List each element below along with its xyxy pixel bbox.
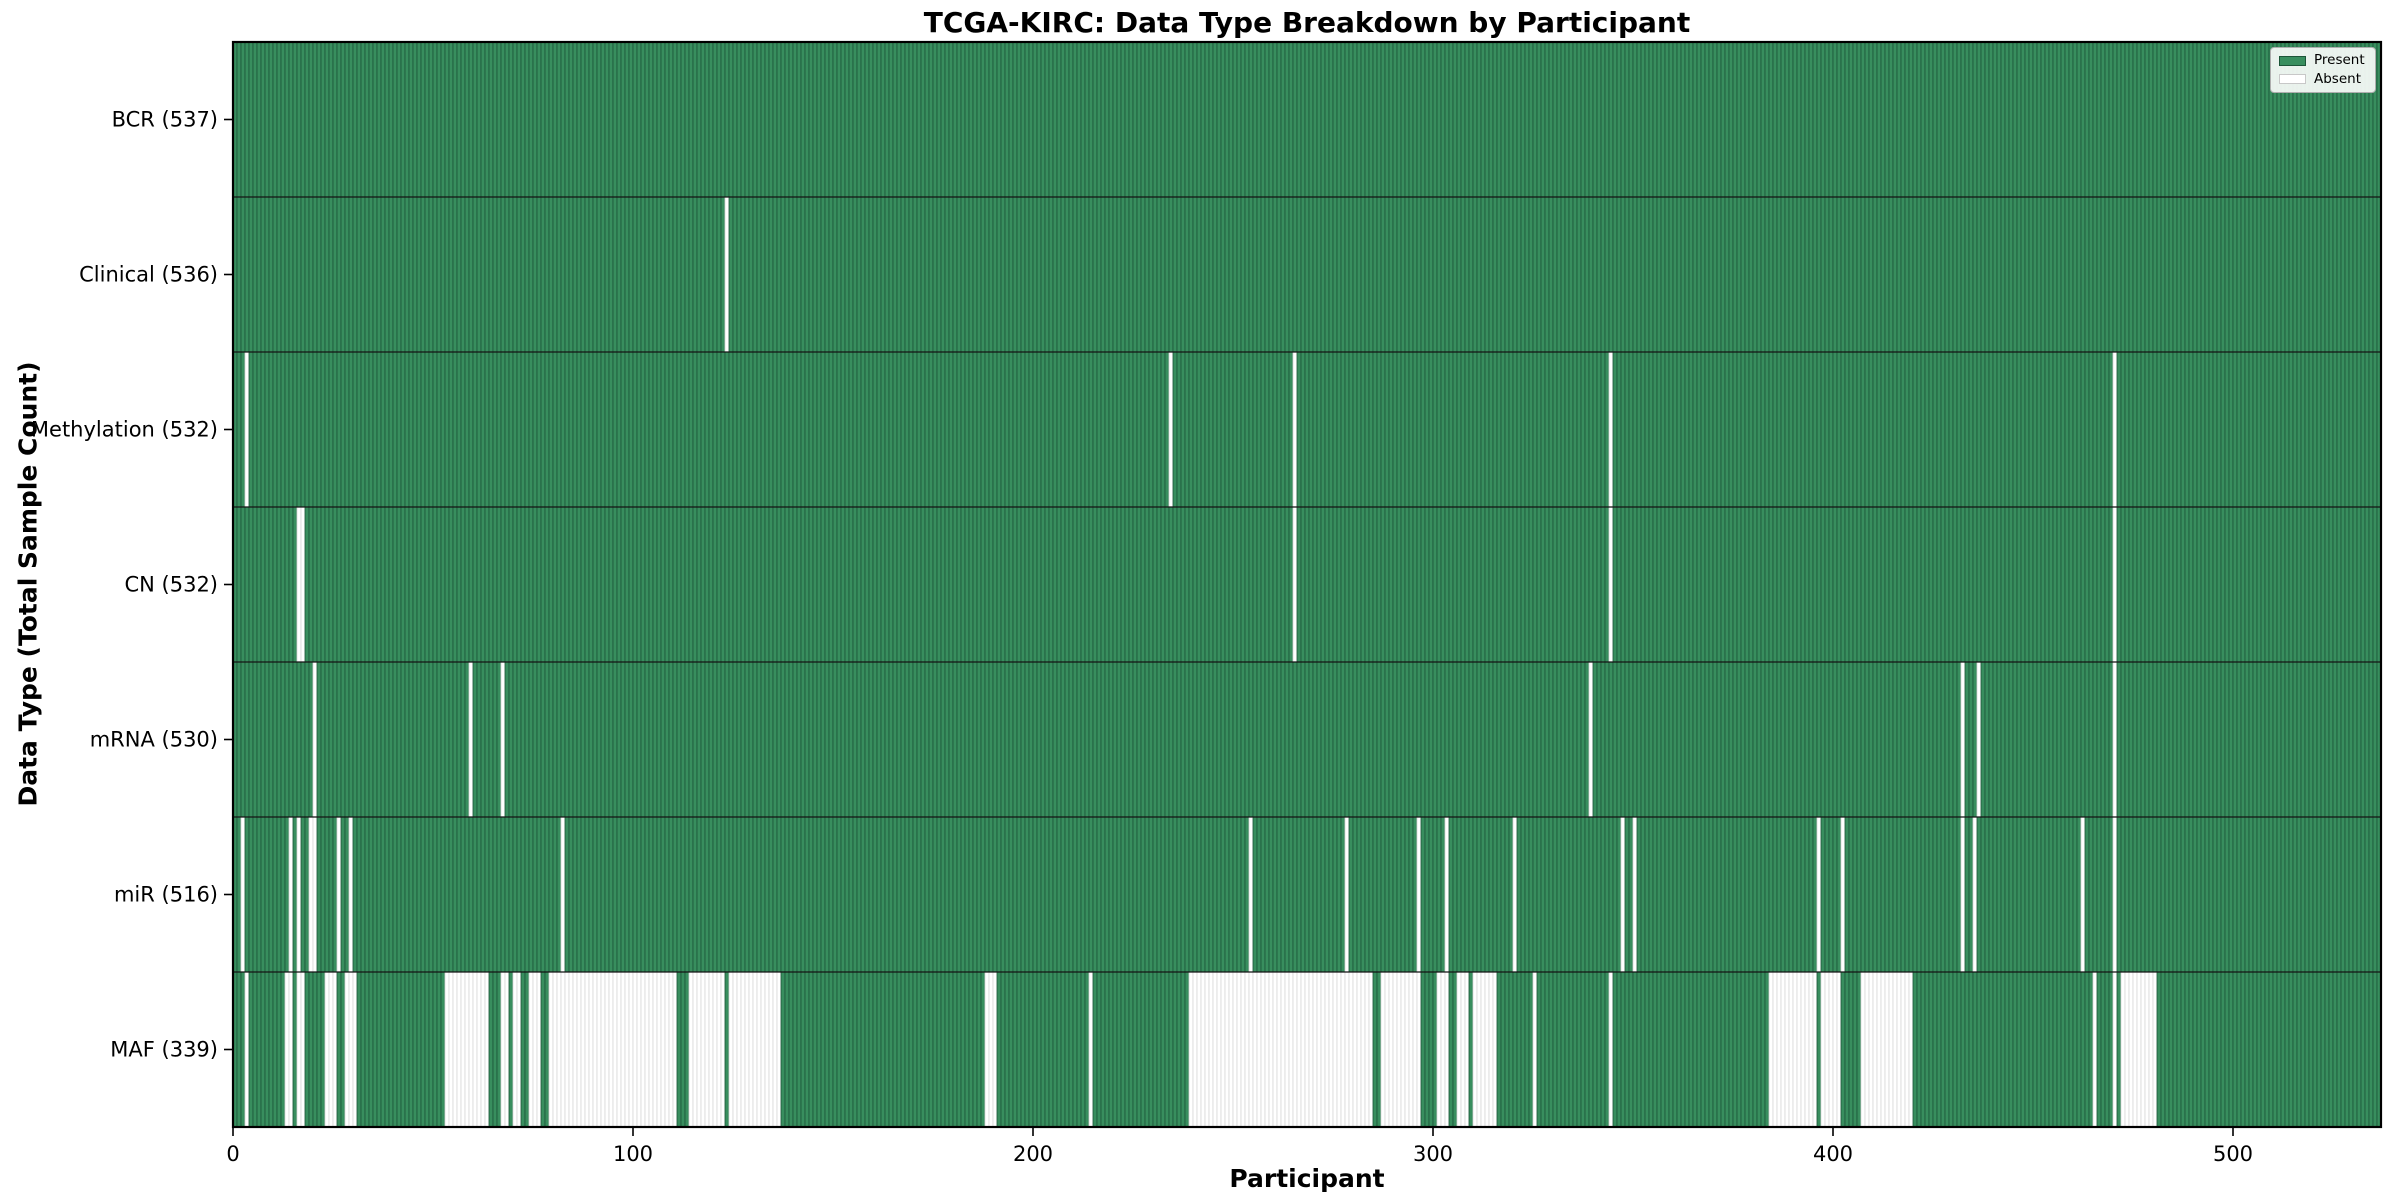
- x-tick-label: 200: [1013, 1142, 1053, 1166]
- row-bars-miR: [232, 816, 2382, 973]
- legend-label-absent: Absent: [2314, 70, 2361, 87]
- plot-border: [231, 40, 2383, 1129]
- y-axis-label: Data Type (Total Sample Count): [13, 361, 43, 807]
- chart-title: TCGA-KIRC: Data Type Breakdown by Partic…: [923, 6, 1691, 39]
- row-bars-Clinical: [232, 196, 2382, 353]
- x-tick-label: 500: [2213, 1142, 2253, 1166]
- x-axis-label: Participant: [1229, 1164, 1385, 1193]
- row-bars-BCR: [232, 41, 2382, 198]
- legend-entry-absent: Absent: [2279, 70, 2367, 87]
- legend-entry-present: Present: [2279, 52, 2367, 68]
- legend-swatch-absent-icon: [2279, 74, 2306, 85]
- y-tick-label: Clinical (536): [79, 263, 218, 287]
- row-bars-CN: [232, 506, 2382, 663]
- row-bars-Methylation: [232, 351, 2382, 508]
- legend-swatch-present-icon: [2279, 55, 2306, 66]
- x-tick-label: 300: [1413, 1142, 1453, 1166]
- y-tick-label: MAF (339): [110, 1038, 218, 1062]
- y-tick-label: miR (516): [114, 883, 218, 907]
- legend: Present Absent: [2270, 47, 2376, 93]
- y-tick-label: mRNA (530): [90, 728, 218, 752]
- x-tick-label: 0: [226, 1142, 239, 1166]
- y-tick-label: BCR (537): [112, 108, 218, 132]
- x-tick-label: 100: [613, 1142, 653, 1166]
- legend-label-present: Present: [2314, 52, 2365, 68]
- row-bars-MAF: [232, 971, 2382, 1128]
- y-tick-label: CN (532): [124, 573, 218, 597]
- y-tick-label: Methylation (532): [31, 418, 218, 442]
- row-bars-mRNA: [232, 661, 2382, 818]
- x-tick-label: 400: [1813, 1142, 1853, 1166]
